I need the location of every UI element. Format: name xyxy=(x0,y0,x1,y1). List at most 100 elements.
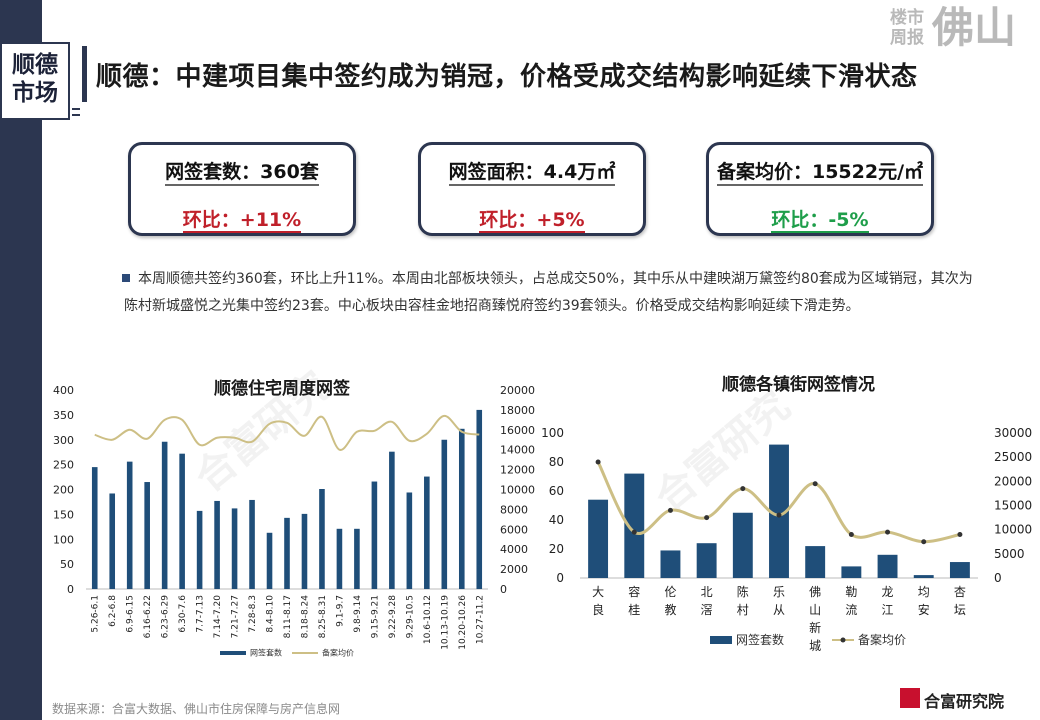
bar xyxy=(231,508,238,589)
bar xyxy=(476,409,483,589)
x-tick-label: 9.8-9.14 xyxy=(353,595,363,633)
chart2-title: 顺德各镇街网签情况 xyxy=(722,375,875,395)
x-tick-label: 6.9-6.15 xyxy=(126,595,136,633)
y-tick-right: 10000 xyxy=(500,484,535,497)
x-tick-label: 7.7-7.13 xyxy=(196,595,206,633)
x-tick-label: 杏坛 xyxy=(954,585,966,617)
x-tick-label: 7.14-7.20 xyxy=(213,595,223,639)
y-tick-right: 5000 xyxy=(994,547,1025,561)
x-tick-label: 均安 xyxy=(918,585,930,617)
y-tick-right: 15000 xyxy=(994,499,1032,513)
price-point xyxy=(812,481,818,487)
bar xyxy=(336,528,343,589)
bar xyxy=(913,575,934,578)
title-rule xyxy=(82,46,87,102)
y-tick-left: 80 xyxy=(549,455,564,469)
bar xyxy=(91,467,98,589)
price-point xyxy=(885,529,891,535)
kpi-label: 备案均价：15522元/㎡ xyxy=(716,161,924,186)
kpi-card-units: 网签套数：360套 环比：+11% xyxy=(128,142,356,236)
price-point xyxy=(921,539,927,545)
x-tick-label: 7.28-8.3 xyxy=(248,595,258,633)
x-tick-label: 龙江 xyxy=(882,585,894,617)
x-tick-label: 6.30-7.6 xyxy=(178,595,188,633)
y-tick-left: 20 xyxy=(549,542,564,556)
legend-line-point xyxy=(840,637,846,643)
logo-text: 合富研究院 xyxy=(924,692,1005,711)
y-tick-left: 250 xyxy=(53,459,74,472)
y-tick-left: 100 xyxy=(541,426,564,440)
x-tick-label: 乐从 xyxy=(773,585,785,617)
x-tick-label: 8.18-8.24 xyxy=(300,595,310,639)
x-tick-label: 8.11-8.17 xyxy=(283,595,293,638)
x-tick-label: 6.16-6.22 xyxy=(143,595,153,638)
bar xyxy=(196,510,203,589)
x-tick-label: 9.29-10.5 xyxy=(405,595,415,638)
y-tick-left: 50 xyxy=(60,558,74,571)
legend-bar-swatch xyxy=(220,651,246,655)
y-tick-right: 6000 xyxy=(500,523,528,536)
bar xyxy=(161,441,168,589)
brand-small-2: 周报 xyxy=(890,28,924,48)
y-tick-right: 14000 xyxy=(500,444,535,457)
y-tick-right: 8000 xyxy=(500,503,528,516)
legend-bar-label: 网签套数 xyxy=(736,632,784,647)
bar xyxy=(458,428,465,589)
x-tick-label: 6.23-6.29 xyxy=(161,595,171,639)
kpi-card-price: 备案均价：15522元/㎡ 环比：-5% xyxy=(706,142,934,236)
bar xyxy=(732,512,753,578)
y-tick-right: 30000 xyxy=(994,426,1032,440)
brand-small-1: 楼市 xyxy=(890,8,924,28)
bar xyxy=(588,499,609,578)
bar xyxy=(319,489,325,589)
bar xyxy=(424,476,430,589)
kpi-change: 环比：-5% xyxy=(771,209,869,233)
x-tick-label: 6.2-6.8 xyxy=(108,595,118,627)
bar xyxy=(877,554,898,578)
price-point xyxy=(848,532,854,537)
bar xyxy=(696,543,717,578)
legend-line-label: 备案均价 xyxy=(858,632,906,647)
bar xyxy=(301,513,308,589)
bar xyxy=(406,492,413,589)
x-tick-label: 勒流 xyxy=(845,585,857,617)
section-tag-line1: 顺德 xyxy=(12,52,58,78)
kpi-label: 网签面积：4.4万㎡ xyxy=(448,161,616,186)
bar xyxy=(354,528,360,589)
bar xyxy=(214,500,220,589)
bar xyxy=(624,473,645,578)
bar xyxy=(126,461,133,589)
legend-line-label: 备案均价 xyxy=(322,648,354,658)
x-tick-label: 5.26-6.1 xyxy=(91,595,101,633)
price-point xyxy=(776,512,782,518)
bar xyxy=(144,482,150,589)
y-tick-left: 350 xyxy=(53,409,74,422)
price-point xyxy=(704,515,710,521)
kpi-card-area: 网签面积：4.4万㎡ 环比：+5% xyxy=(418,142,646,236)
y-tick-left: 60 xyxy=(549,484,564,498)
y-tick-right: 0 xyxy=(500,583,507,596)
y-tick-right: 0 xyxy=(994,571,1002,585)
x-tick-label: 8.4-8.10 xyxy=(266,595,276,633)
x-tick-label: 北滘 xyxy=(701,585,713,617)
bar xyxy=(441,439,448,589)
y-tick-left: 0 xyxy=(67,583,74,596)
bar xyxy=(769,444,789,578)
bar xyxy=(949,562,970,578)
y-tick-left: 150 xyxy=(53,508,74,521)
bar xyxy=(371,481,378,589)
kpi-label: 网签套数：360套 xyxy=(165,161,319,186)
y-tick-right: 10000 xyxy=(994,523,1032,537)
page-title: 顺德：中建项目集中签约成为销冠，价格受成交结构影响延续下滑状态 xyxy=(96,62,918,92)
bar xyxy=(266,532,273,589)
y-tick-right: 20000 xyxy=(500,384,535,397)
legend-bar-swatch xyxy=(710,636,732,644)
y-tick-left: 100 xyxy=(53,533,74,546)
x-tick-label: 10.13-10.19 xyxy=(440,595,450,650)
bar xyxy=(389,451,395,589)
x-tick-label: 容桂 xyxy=(628,584,640,617)
y-tick-right: 18000 xyxy=(500,404,535,417)
x-tick-label: 9.15-9.21 xyxy=(370,595,380,638)
y-tick-right: 2000 xyxy=(500,563,528,576)
